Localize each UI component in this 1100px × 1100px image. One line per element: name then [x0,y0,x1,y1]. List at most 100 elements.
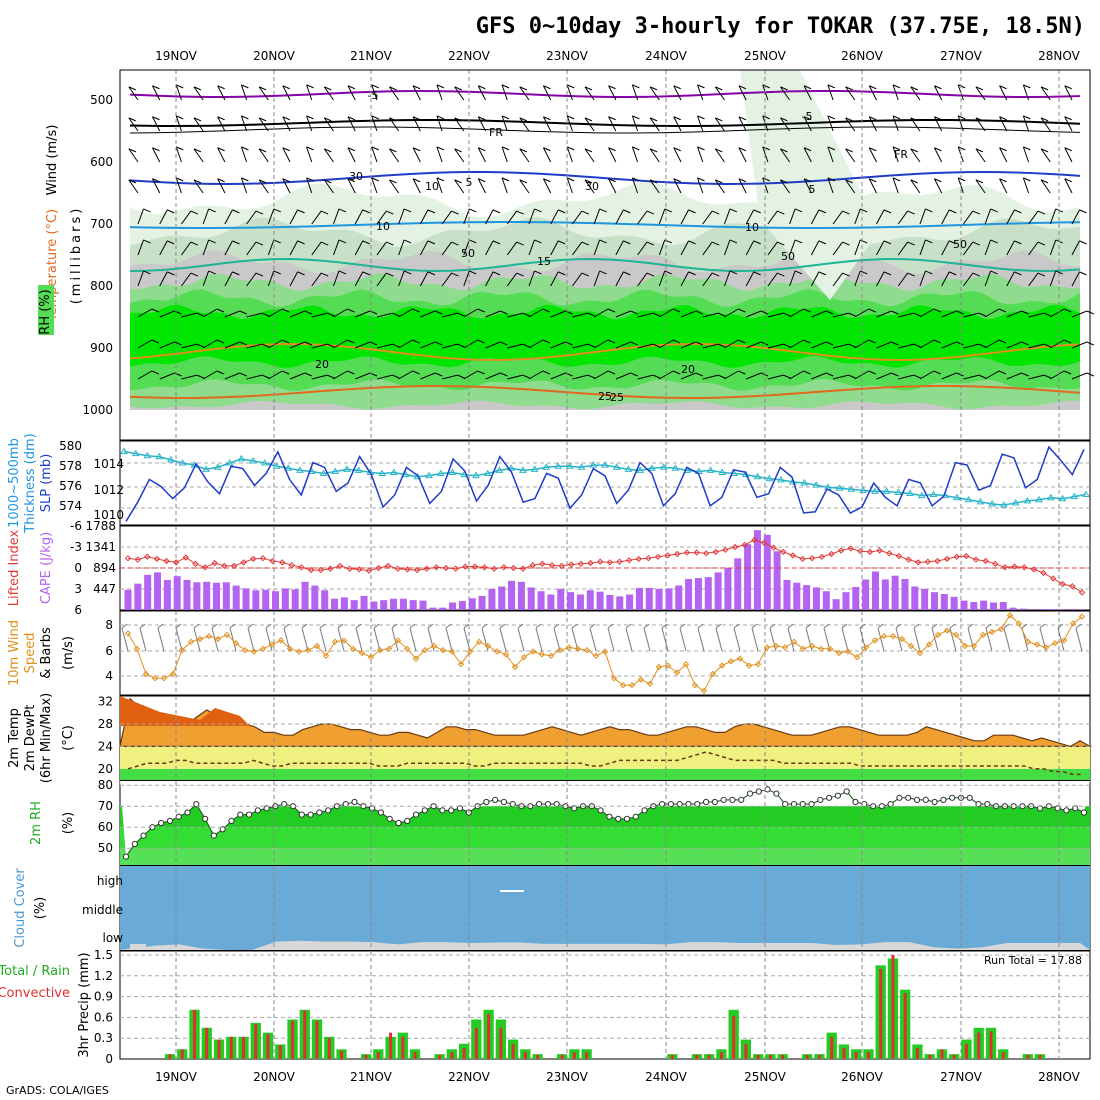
wind-barb [975,179,986,194]
wind-barb-flag [868,370,876,375]
y-tick-label: 28 [98,717,113,731]
wind-barb [152,85,161,101]
li-marker [269,557,276,565]
wind-barb [631,115,639,132]
wind-barb [702,210,713,225]
wind-barb [217,116,226,132]
cloud-label-a: Cloud Cover [13,868,28,948]
rh-marker [606,813,613,820]
wind-speed-marker [295,648,303,655]
wind-barb [608,147,617,163]
wind-barb-flag [673,147,681,152]
rh-marker [940,796,947,804]
cape-bar [399,598,407,610]
wind-barb-flag [542,339,551,344]
wind-barb [1006,372,1022,380]
wind-barb-flag [386,272,394,277]
wind-barb [999,147,1008,163]
cape-bar [1048,609,1056,610]
thickness-marker [530,465,539,472]
wind-barb-flag [934,85,942,90]
wind-speed-marker [592,652,600,660]
wind-barb-flag [587,374,596,379]
thickness-marker [929,490,938,498]
wind-barb-flag [371,177,379,182]
wind-barb [702,343,719,349]
wind-barb [217,147,226,163]
wind-barb-flag [241,177,249,182]
precip-conv-bar [560,1054,564,1059]
cape-bar [331,598,339,610]
li-marker [1040,569,1047,577]
wind-barb [1050,308,1065,318]
wind-speed-marker [817,645,825,653]
cape-bar [281,588,289,610]
wind-barb [649,117,660,132]
cape-bar [901,578,909,610]
cape-bar [527,587,535,610]
wind-barb [1064,147,1073,163]
slp-line [125,445,1085,522]
wind-speed-marker [331,638,339,646]
wind-barb-flag [780,179,788,184]
li-marker [1020,564,1028,571]
thickness-marker [202,465,211,472]
wind-barb-flag [176,84,184,89]
wind-barb [854,208,861,225]
wind-barb [463,370,478,380]
cape-bar [586,590,594,610]
wind-barb-flag [152,178,160,183]
wind-barb [152,116,161,132]
wind-barb-flag [167,271,175,276]
thickness-marker [1082,490,1090,498]
rh-marker [852,798,859,806]
wind-barb [697,84,704,101]
wind-barb-flag [652,374,661,379]
wind-speed-marker [871,637,879,644]
cape-bar [468,598,476,610]
thickness-marker [870,487,879,494]
wind-barb-flag [258,148,267,153]
wind-barb-flag [324,117,332,122]
wind-barb-flag [128,86,137,91]
wind-barb-flag [957,84,966,89]
sfc-wind-barb-flag [1003,623,1010,629]
wind-barb-flag [389,148,397,153]
rh-marker [641,807,648,814]
wind-barb-flag [827,146,836,151]
thickness-marker [612,463,621,470]
wind-barb-flag [649,179,658,184]
wind-barb [519,148,530,163]
wind-barb [957,115,964,132]
wind-barb [615,372,631,380]
wind-barb-flag [451,241,459,246]
wind-barb-flag [412,178,421,183]
rh-marker [922,796,929,804]
wind-barb-flag [477,370,485,375]
li-marker [317,566,324,574]
wind-speed-marker [322,652,330,660]
wind-barb [933,85,943,101]
wind-speed-marker [259,645,267,653]
precip-conv-bar [866,1052,870,1059]
wind-speed-marker [1024,638,1032,646]
wind-barb [1050,339,1065,349]
wind-barb-flag [860,270,868,275]
wind-barb-flag [584,148,593,153]
wind-barb-flag [845,148,853,153]
precip-conv-bar [915,1047,919,1059]
wind-barb-flag [581,272,590,277]
wind-barb [181,343,198,349]
li-marker [943,555,951,563]
sfc-wind-barb [679,627,687,652]
wind-barb [637,210,648,225]
wind-barb [910,117,921,132]
wind-barb [827,146,834,163]
rh-marker [175,813,182,820]
wind-barb-flag [649,148,658,153]
li-marker [1011,563,1018,570]
li-marker [770,544,777,551]
rh-marker [632,813,639,820]
wind-barb-flag [729,239,738,244]
